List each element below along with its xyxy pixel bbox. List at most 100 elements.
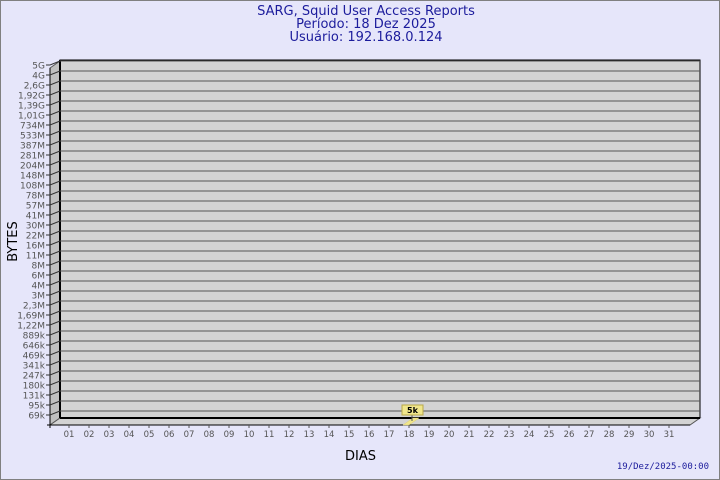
y-tick-label: 889k bbox=[23, 332, 46, 342]
y-tick bbox=[46, 140, 61, 146]
x-tick-label: 28 bbox=[604, 430, 615, 440]
y-tick bbox=[46, 230, 61, 236]
y-tick bbox=[46, 380, 61, 386]
y-tick bbox=[46, 390, 61, 396]
x-tick-label: 15 bbox=[344, 430, 355, 440]
x-axis-label: DIAS bbox=[345, 449, 376, 464]
x-tick-label: 12 bbox=[284, 430, 295, 440]
y-tick-label: 3M bbox=[32, 292, 46, 302]
y-tick bbox=[46, 360, 61, 366]
y-tick bbox=[46, 320, 61, 326]
x-tick-label: 08 bbox=[204, 430, 215, 440]
x-tick-label: 04 bbox=[124, 430, 135, 440]
y-tick bbox=[46, 400, 61, 406]
plot-floor bbox=[48, 417, 702, 426]
y-tick-label: 95k bbox=[28, 402, 45, 412]
y-tick bbox=[46, 190, 61, 196]
y-tick bbox=[46, 240, 61, 246]
x-tick-label: 03 bbox=[104, 430, 115, 440]
y-tick bbox=[46, 310, 61, 316]
y-tick bbox=[46, 220, 61, 226]
y-tick bbox=[46, 160, 61, 166]
x-tick-label: 11 bbox=[264, 430, 275, 440]
y-tick-label: 2,6G bbox=[24, 82, 45, 92]
y-tick bbox=[46, 200, 61, 206]
x-tick-label: 01 bbox=[64, 430, 75, 440]
y-tick-label: 1,22M bbox=[17, 322, 45, 332]
y-tick bbox=[46, 410, 61, 416]
y-tick bbox=[46, 90, 61, 96]
y-tick bbox=[46, 300, 61, 306]
y-tick-label: 734M bbox=[20, 122, 45, 132]
y-tick-label: 1,69M bbox=[17, 312, 45, 322]
x-tick-label: 19 bbox=[424, 430, 435, 440]
y-tick-label: 41M bbox=[26, 212, 45, 222]
y-tick-label: 69k bbox=[28, 412, 45, 422]
bar bbox=[402, 417, 420, 426]
y-tick-label: 1,92G bbox=[18, 92, 45, 102]
x-tick-label: 17 bbox=[384, 430, 395, 440]
x-tick-label: 24 bbox=[524, 430, 535, 440]
x-tick-label: 10 bbox=[244, 430, 255, 440]
y-tick bbox=[46, 100, 61, 106]
y-tick bbox=[46, 290, 61, 296]
x-tick-label: 18 bbox=[404, 430, 415, 440]
y-tick bbox=[46, 150, 61, 156]
y-tick-label: 4M bbox=[32, 282, 46, 292]
y-tick-label: 6M bbox=[32, 272, 46, 282]
y-tick-label: 646k bbox=[23, 342, 46, 352]
y-tick-label: 387M bbox=[20, 142, 45, 152]
y-tick bbox=[46, 110, 61, 116]
y-tick bbox=[46, 270, 61, 276]
y-tick bbox=[46, 340, 61, 346]
y-tick bbox=[46, 350, 61, 356]
y-tick bbox=[46, 330, 61, 336]
x-tick-label: 06 bbox=[164, 430, 175, 440]
y-tick-label: 11M bbox=[26, 252, 45, 262]
y-tick bbox=[46, 280, 61, 286]
x-tick-label: 13 bbox=[304, 430, 315, 440]
x-tick-label: 14 bbox=[324, 430, 335, 440]
y-tick-label: 533M bbox=[20, 132, 45, 142]
y-tick-label: 4G bbox=[32, 72, 45, 82]
data-label-box bbox=[401, 404, 424, 416]
x-tick-label: 09 bbox=[224, 430, 235, 440]
y-tick-label: 131k bbox=[23, 392, 46, 402]
x-tick-label: 02 bbox=[84, 430, 95, 440]
y-tick-label: 78M bbox=[26, 192, 45, 202]
x-tick-label: 25 bbox=[544, 430, 555, 440]
x-tick-label: 31 bbox=[664, 430, 675, 440]
x-tick-label: 05 bbox=[144, 430, 155, 440]
y-tick-label: 16M bbox=[26, 242, 45, 252]
x-tick-label: 27 bbox=[584, 430, 595, 440]
y-tick-label: 281M bbox=[20, 152, 45, 162]
y-tick-label: 108M bbox=[20, 182, 45, 192]
x-tick-label: 21 bbox=[464, 430, 475, 440]
y-tick bbox=[46, 250, 61, 256]
y-tick-label: 341k bbox=[23, 362, 46, 372]
y-tick-label: 30M bbox=[26, 222, 45, 232]
x-tick-label: 30 bbox=[644, 430, 655, 440]
y-tick-label: 1,01G bbox=[18, 112, 45, 122]
y-tick bbox=[46, 260, 61, 266]
y-tick bbox=[46, 130, 61, 136]
period-subtitle: Período: 18 Dez 2025 bbox=[296, 17, 436, 32]
y-tick bbox=[46, 70, 61, 76]
y-tick bbox=[46, 180, 61, 186]
y-tick-label: 1,39G bbox=[18, 102, 45, 112]
y-tick-label: 247k bbox=[23, 372, 46, 382]
y-tick-label: 57M bbox=[26, 202, 45, 212]
y-tick-label: 204M bbox=[20, 162, 45, 172]
y-tick-label: 22M bbox=[26, 232, 45, 242]
y-tick bbox=[46, 80, 61, 86]
x-tick-label: 23 bbox=[504, 430, 515, 440]
x-tick-label: 29 bbox=[624, 430, 635, 440]
y-tick-label: 5G bbox=[32, 62, 45, 72]
generated-timestamp: 19/Dez/2025-00:00 bbox=[616, 462, 709, 472]
x-tick-label: 26 bbox=[564, 430, 575, 440]
y-tick-label: 2,3M bbox=[23, 302, 45, 312]
x-tick-label: 22 bbox=[484, 430, 495, 440]
y-tick bbox=[46, 170, 61, 176]
x-tick-label: 07 bbox=[184, 430, 195, 440]
